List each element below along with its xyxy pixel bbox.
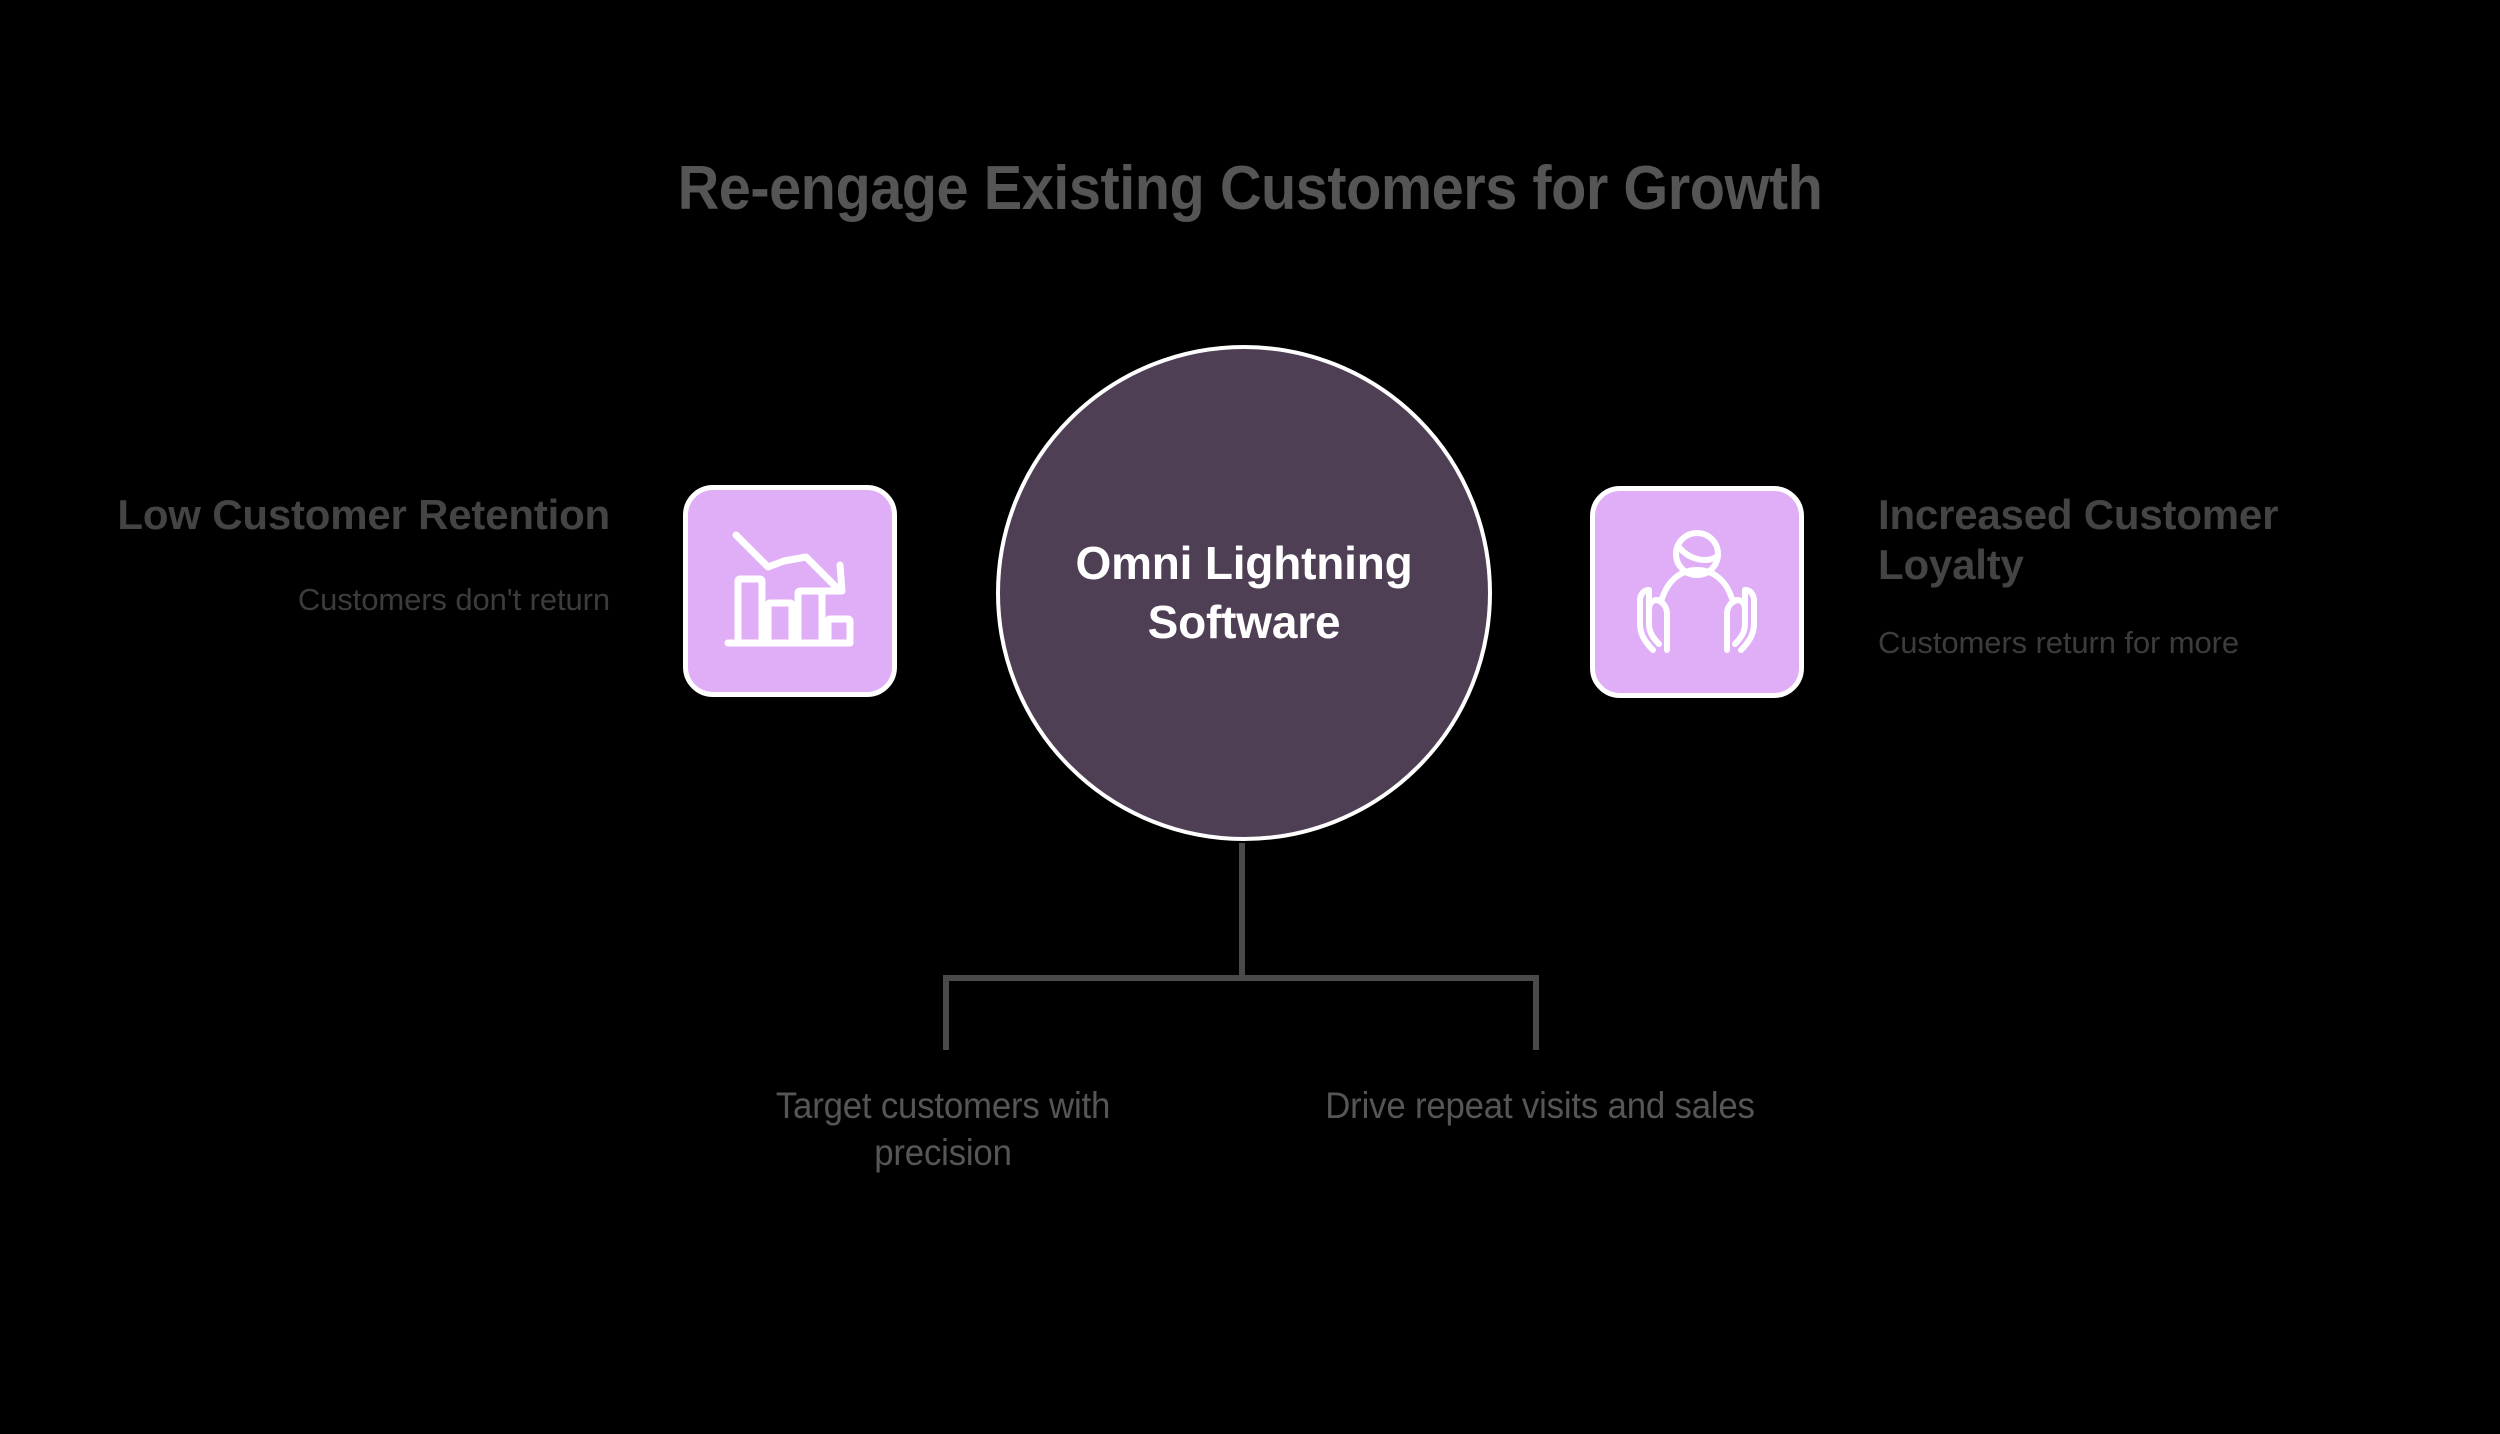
center-node[interactable]: Omni Lightning Software [996, 345, 1492, 841]
center-node-label: Omni Lightning Software [1075, 537, 1413, 648]
bottom-branch-caption-right: Drive repeat visits and sales [1325, 1085, 1755, 1126]
declining-bar-chart-icon [724, 531, 854, 647]
page-title: Re-engage Existing Customers for Growth [677, 154, 1823, 223]
left-branch-labels: Low Customer Retention Customers don't r… [110, 490, 610, 620]
right-branch-title: Increased Customer Loyalty [1878, 491, 2279, 588]
customer-care-tile[interactable] [1590, 486, 1804, 698]
left-branch-subtitle: Customers don't return [297, 581, 610, 617]
customer-care-hands-icon [1637, 530, 1757, 653]
bottom-branch-caption-left: Target customers with precision [775, 1085, 1111, 1174]
right-branch-subtitle: Customers return for more [1878, 625, 2239, 661]
left-branch-title: Low Customer Retention [117, 491, 610, 538]
declining-bar-chart-tile[interactable] [683, 485, 897, 697]
right-branch-labels: Increased Customer Loyalty Customers ret… [1878, 490, 2398, 663]
